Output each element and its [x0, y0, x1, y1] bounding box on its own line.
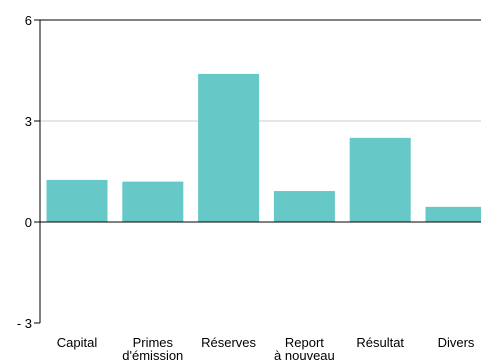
gridlines — [40, 19, 481, 122]
x-category-label-line: Primes — [133, 335, 174, 350]
bar-2 — [198, 73, 260, 222]
y-tick-labels: 6 3 0 - 3 — [17, 13, 32, 331]
bars — [46, 73, 481, 222]
x-category-label-3: Report à nouveau — [274, 335, 335, 363]
x-category-label-line: Report — [285, 335, 324, 350]
x-category-label-5: Divers — [438, 335, 475, 350]
x-category-label-line: d'émission — [122, 348, 183, 363]
x-category-label-line: Divers — [438, 335, 475, 350]
x-category-label-1: Primes d'émission — [122, 335, 183, 363]
x-category-label-line: Réserves — [201, 335, 256, 350]
axes — [34, 19, 481, 324]
y-tick-label-1: 3 — [25, 114, 32, 129]
y-tick-label-2: 0 — [25, 215, 32, 230]
y-tick-label-0: 6 — [25, 13, 32, 28]
bar-0 — [46, 179, 108, 222]
x-category-label-2: Réserves — [201, 335, 256, 350]
y-tick-label-3: - 3 — [17, 316, 32, 331]
bar-1 — [122, 181, 184, 222]
bar-3 — [273, 191, 335, 222]
x-category-label-line: à nouveau — [274, 348, 335, 363]
x-category-label-4: Résultat — [356, 335, 404, 350]
bar-4 — [349, 137, 411, 222]
x-category-label-0: Capital — [57, 335, 98, 350]
bar-5 — [425, 206, 481, 222]
x-category-label-line: Capital — [57, 335, 98, 350]
x-category-labels: Capital Primes d'émission Réserves Report à n… — [57, 335, 475, 363]
x-category-label-line: Résultat — [356, 335, 404, 350]
